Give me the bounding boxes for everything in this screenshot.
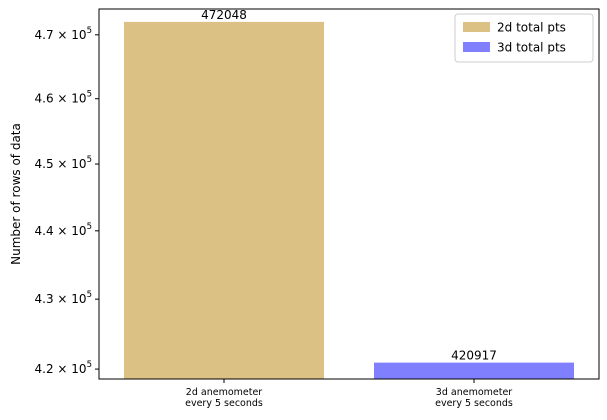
legend-swatch [463,42,490,52]
bar-value-label: 420917 [451,349,497,363]
bar-2-2 [374,362,574,379]
legend-swatch [463,22,490,32]
y-tick-label: 4.7 × 105 [35,26,92,42]
y-tick-label: 4.4 × 105 [35,222,92,238]
x-axis: 2d anemometer every 5 seconds 3d anemomete… [185,379,513,409]
legend-label: 2d total pts [497,21,566,35]
x-tick-label: 2d anemometer every 5 seconds [185,387,263,409]
bar-value-label: 472048 [201,8,247,22]
y-axis: 4.2 × 105 4.3 × 105 4.4 × 105 4.5 × 105 4.6 … [35,26,99,376]
bars [124,21,574,379]
legend: 2d total pts 3d total pts [454,13,594,63]
plot-frame [98,8,600,380]
legend-label: 3d total pts [497,41,566,55]
bar-1-1 [124,21,324,379]
x-tick-label: 3d anemometer every 5 seconds [435,387,513,409]
y-axis-label: Number of rows of data [9,123,23,265]
data-labels: 472048 420917 [201,8,497,363]
y-tick-label: 4.6 × 105 [35,90,92,106]
y-tick-label: 4.3 × 105 [35,290,92,306]
y-tick-label: 4.2 × 105 [35,360,92,376]
y-tick-label: 4.5 × 105 [35,155,92,171]
